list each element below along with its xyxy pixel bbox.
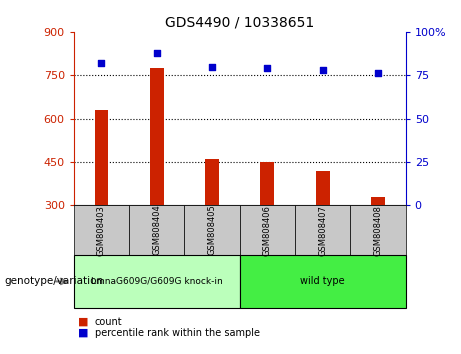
Point bbox=[374, 71, 382, 76]
Point bbox=[264, 65, 271, 71]
Text: percentile rank within the sample: percentile rank within the sample bbox=[95, 328, 260, 338]
Point bbox=[153, 50, 160, 56]
Text: ■: ■ bbox=[78, 328, 89, 338]
Text: count: count bbox=[95, 317, 122, 327]
Text: wild type: wild type bbox=[301, 276, 345, 286]
Text: genotype/variation: genotype/variation bbox=[5, 276, 104, 286]
Text: GSM808408: GSM808408 bbox=[373, 205, 383, 256]
Bar bbox=[316, 171, 330, 205]
Point bbox=[319, 67, 326, 73]
Text: GSM808404: GSM808404 bbox=[152, 205, 161, 256]
Bar bbox=[371, 197, 385, 205]
Text: GSM808403: GSM808403 bbox=[97, 205, 106, 256]
Bar bbox=[260, 162, 274, 205]
Bar bbox=[150, 68, 164, 205]
Point bbox=[98, 60, 105, 66]
Text: GSM808405: GSM808405 bbox=[207, 205, 217, 256]
Point bbox=[208, 64, 216, 69]
Text: ■: ■ bbox=[78, 317, 89, 327]
Bar bbox=[95, 110, 108, 205]
Bar bbox=[205, 159, 219, 205]
Title: GDS4490 / 10338651: GDS4490 / 10338651 bbox=[165, 15, 314, 29]
Text: GSM808406: GSM808406 bbox=[263, 205, 272, 256]
Text: LmnaG609G/G609G knock-in: LmnaG609G/G609G knock-in bbox=[91, 277, 223, 286]
Text: GSM808407: GSM808407 bbox=[318, 205, 327, 256]
